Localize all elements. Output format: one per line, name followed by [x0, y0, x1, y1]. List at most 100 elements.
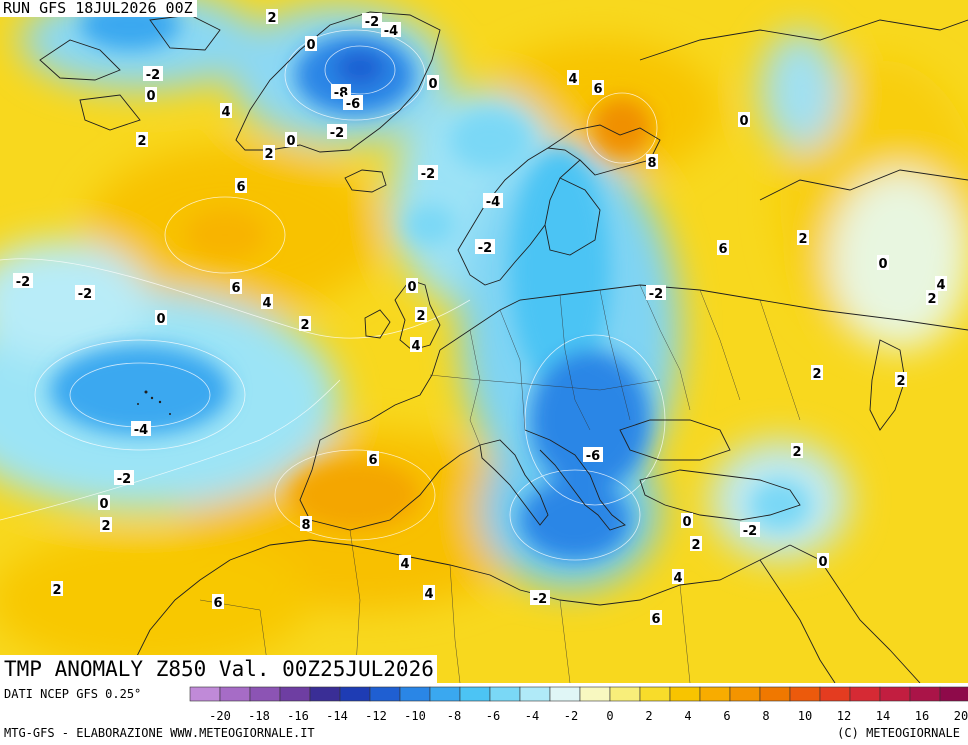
contour-label-text: -4 [134, 423, 148, 438]
contour-label-box [415, 307, 427, 322]
contour-label: -2 [327, 124, 347, 141]
contour-label-text: -2 [365, 15, 379, 30]
contour-label: 4 [935, 276, 947, 293]
contour-label-box [530, 590, 550, 605]
contour-label-text: -2 [78, 287, 92, 302]
color-field [0, 0, 968, 683]
contour-label: -6 [343, 95, 363, 112]
contour-label-box [483, 193, 503, 208]
contour-label: 4 [567, 70, 579, 87]
contour-label-text: 4 [568, 72, 577, 87]
contour-label-box [261, 294, 273, 309]
contour-label-text: 2 [52, 583, 61, 598]
legend-tick-label: 2 [645, 709, 652, 723]
contour-label: 2 [797, 230, 809, 247]
run-label: RUN GFS 18JUL2026 00Z [0, 0, 197, 17]
contour-label-box [410, 337, 422, 352]
contour-label: 4 [399, 555, 411, 572]
contour-label-text: -2 [533, 592, 547, 607]
legend-swatch [699, 686, 731, 702]
legend-swatch [249, 686, 281, 702]
legend-swatch [549, 686, 581, 702]
legend-swatch [369, 686, 401, 702]
contour-label-text: -2 [146, 68, 160, 83]
contour-label-text: 0 [156, 312, 165, 327]
contour-label: 2 [811, 365, 823, 382]
contour-label: -2 [362, 13, 382, 30]
contour-label-box [895, 372, 907, 387]
contour-label-text: 2 [264, 147, 273, 162]
contour-label-text: 0 [306, 38, 315, 53]
legend-swatch [489, 686, 521, 702]
contour-label-box [406, 278, 418, 293]
contour-label: 2 [266, 9, 278, 26]
legend-tick-label: 0 [606, 709, 613, 723]
contour-label-text: 4 [424, 587, 433, 602]
contour-label-box [300, 516, 312, 531]
contour-label: 0 [738, 112, 750, 129]
contour-label: -4 [381, 22, 401, 39]
contour-label: 0 [427, 75, 439, 92]
contour-label-text: -4 [486, 195, 500, 210]
contour-label-text: 0 [818, 555, 827, 570]
legend-tick-label: -8 [447, 709, 461, 723]
contour-label: 0 [817, 553, 829, 570]
contour-label-box [75, 285, 95, 300]
legend-swatch [459, 686, 491, 702]
contour-label-box [114, 470, 134, 485]
legend-tick-label: 16 [915, 709, 929, 723]
contour-label: 4 [672, 569, 684, 586]
contour-label: 8 [300, 516, 312, 533]
legend-swatch [519, 686, 551, 702]
contour-label-box [212, 594, 224, 609]
contour-label-text: 2 [137, 134, 146, 149]
contour-label-text: 6 [213, 596, 222, 611]
contour-label: 2 [100, 517, 112, 534]
contour-label: 0 [155, 310, 167, 327]
contour-label: -2 [114, 470, 134, 487]
contour-label-text: 6 [368, 453, 377, 468]
contour-label-text: -6 [346, 97, 360, 112]
legend-tick-label: -10 [404, 709, 426, 723]
contour-label-text: -4 [384, 24, 398, 39]
contour-label: 6 [592, 80, 604, 97]
contour-label-box [567, 70, 579, 85]
contour-label-text: 6 [231, 281, 240, 296]
contour-label: 2 [895, 372, 907, 389]
legend-swatch [609, 686, 641, 702]
contour-label: 2 [136, 132, 148, 149]
contour-label-box [143, 66, 163, 81]
contour-label-box [791, 443, 803, 458]
contour-label-text: -2 [421, 167, 435, 182]
contour-label-box [136, 132, 148, 147]
legend-swatch [429, 686, 461, 702]
contour-label-box [740, 522, 760, 537]
legend-swatch [939, 686, 968, 702]
contour-label-text: -2 [649, 287, 663, 302]
contour-label-box [145, 87, 157, 102]
contour-label: 0 [145, 87, 157, 104]
contour-label-box [811, 365, 823, 380]
legend-tick-label: 12 [837, 709, 851, 723]
contour-label-text: -6 [586, 449, 600, 464]
contour-label-box [266, 9, 278, 24]
legend-swatch [909, 686, 941, 702]
contour-label-text: 2 [927, 292, 936, 307]
contour-label-text: 4 [673, 571, 682, 586]
contour-label: 2 [690, 536, 702, 553]
contour-label-box [475, 239, 495, 254]
contour-label: 0 [406, 278, 418, 295]
contour-label-text: 2 [416, 309, 425, 324]
graticule-islands [137, 390, 171, 415]
contour-label-box [299, 316, 311, 331]
contour-label: 0 [681, 513, 693, 530]
contour-label-box [51, 581, 63, 596]
contour-label: 2 [299, 316, 311, 333]
contour-label: -2 [646, 285, 666, 302]
contour-label: 6 [235, 178, 247, 195]
contour-label: 4 [410, 337, 422, 354]
legend-swatch [579, 686, 611, 702]
contour-label-box [381, 22, 401, 37]
contour-label: -2 [13, 273, 33, 290]
